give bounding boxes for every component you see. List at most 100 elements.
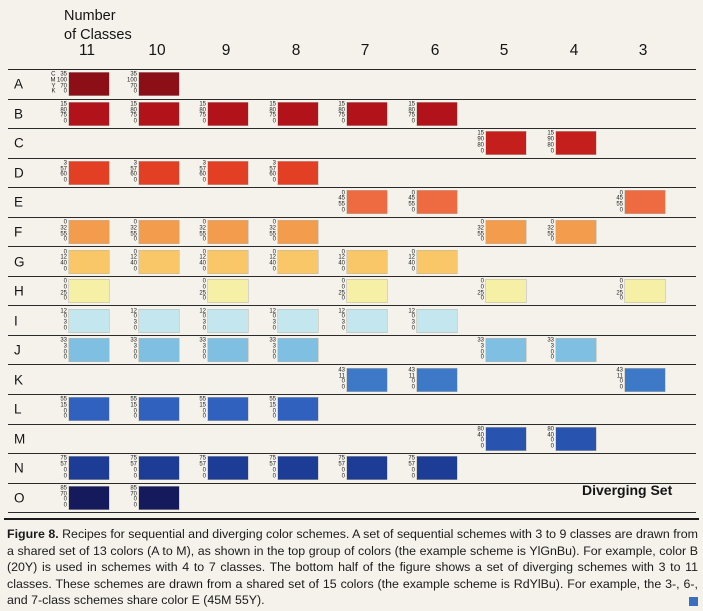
cmyk-values-N-9: 75 57 0 0 bbox=[199, 455, 206, 480]
recipe-cell-D-11: 3 57 60 0 bbox=[9, 160, 109, 185]
cmyk-values-C-4: 15 90 80 0 bbox=[547, 130, 554, 155]
recipe-cell-F-4: 0 32 55 0 bbox=[496, 219, 596, 244]
color-swatch-C-5 bbox=[486, 131, 526, 155]
scheme-row-F: F 0 32 55 0 0 32 55 0 0 32 55 0 0 32 55 0 0 32 55 0 0 32 55 0 bbox=[8, 218, 696, 248]
color-swatch-J-9 bbox=[208, 338, 248, 362]
cmyk-values-I-9: 12 0 3 0 bbox=[199, 308, 206, 332]
row-label-J: J bbox=[14, 342, 21, 358]
color-swatch-J-4 bbox=[556, 338, 596, 362]
row-label-H: H bbox=[14, 283, 24, 299]
cmyk-values-D-11: 3 57 60 0 bbox=[60, 160, 67, 184]
cmyk-values-N-7: 75 57 0 0 bbox=[338, 455, 345, 480]
cmyk-values-E-6: 0 45 55 0 bbox=[408, 190, 415, 214]
recipe-cell-H-5: 0 0 25 0 bbox=[426, 279, 526, 303]
recipe-cell-N-9: 75 57 0 0 bbox=[148, 455, 248, 480]
color-swatch-A-11 bbox=[69, 72, 109, 96]
color-swatch-H-3 bbox=[625, 279, 665, 303]
recipe-cell-H-3: 0 0 25 0 bbox=[565, 279, 665, 303]
header-rule bbox=[8, 69, 696, 70]
row-label-D: D bbox=[14, 165, 24, 181]
row-label-G: G bbox=[14, 254, 25, 270]
cmyk-values-G-9: 0 12 40 0 bbox=[199, 249, 206, 273]
column-header-7: 7 bbox=[360, 42, 370, 59]
color-swatch-L-8 bbox=[278, 397, 318, 421]
recipe-cell-M-5: 80 40 0 0 bbox=[426, 426, 526, 451]
cmyk-values-K-3: 43 11 0 0 bbox=[616, 367, 623, 391]
scheme-row-L: L 55 15 0 0 55 15 0 0 55 15 0 0 55 15 0 0 bbox=[8, 395, 696, 425]
color-swatch-F-11 bbox=[69, 220, 109, 244]
cmyk-values-G-7: 0 12 40 0 bbox=[338, 249, 345, 273]
color-swatch-B-7 bbox=[347, 102, 387, 126]
cmyk-values-L-9: 55 15 0 0 bbox=[199, 396, 206, 420]
color-swatch-I-8 bbox=[278, 309, 318, 333]
scheme-row-H: H 0 0 25 0 0 0 25 0 0 0 25 0 0 0 25 0 0 0 25 0 bbox=[8, 277, 696, 307]
recipe-cell-G-6: 0 12 40 0 bbox=[357, 249, 457, 274]
column-header-4: 4 bbox=[569, 42, 579, 59]
recipe-cell-C-4: 15 90 80 0 bbox=[496, 130, 596, 155]
recipe-cell-L-10: 55 15 0 0 bbox=[79, 397, 179, 421]
figure-8-recipes: Number of Classes 11 10 9 8 7 6 5 4 3 A C M Y K 35 100… bbox=[6, 4, 698, 516]
scheme-row-D: D 3 57 60 0 3 57 60 0 3 57 60 0 3 57 60 0 bbox=[8, 159, 696, 189]
cmyk-values-J-8: 33 3 0 0 bbox=[269, 337, 276, 361]
scheme-row-A: A C M Y K 35 100 70 0 35 100 70 0 bbox=[8, 70, 696, 100]
cmyk-values-B-6: 15 80 75 0 bbox=[408, 101, 415, 125]
scheme-row-O: O 85 70 0 0 85 70 0 0 bbox=[8, 484, 696, 514]
color-swatch-B-11 bbox=[69, 102, 109, 126]
scheme-row-G: G 0 12 40 0 0 12 40 0 0 12 40 0 0 12 40 0 0 12 40 0 0 12 40 0 bbox=[8, 247, 696, 277]
cmyk-values-I-8: 12 0 3 0 bbox=[269, 308, 276, 332]
cmyk-values-N-10: 75 57 0 0 bbox=[130, 455, 137, 480]
recipe-cell-G-10: 0 12 40 0 bbox=[79, 249, 179, 274]
column-header-8: 8 bbox=[291, 42, 301, 59]
cmyk-values-I-10: 12 0 3 0 bbox=[130, 308, 137, 332]
color-swatch-N-11 bbox=[69, 456, 109, 480]
cmyk-values-B-7: 15 80 75 0 bbox=[338, 101, 345, 125]
cmyk-values-I-11: 12 0 3 0 bbox=[60, 308, 67, 332]
color-swatch-G-9 bbox=[208, 250, 248, 274]
recipe-cell-O-10: 85 70 0 0 bbox=[79, 486, 179, 510]
recipe-cell-J-5: 33 3 0 0 bbox=[426, 338, 526, 362]
color-swatch-L-11 bbox=[69, 397, 109, 421]
cmyk-values-M-5: 80 40 0 0 bbox=[477, 426, 484, 450]
recipe-cell-J-8: 33 3 0 0 bbox=[218, 337, 318, 362]
scheme-row-N: N 75 57 0 0 75 57 0 0 75 57 0 0 75 57 0 0 75 57 0 0 75 57 0 0 bbox=[8, 454, 696, 484]
cmyk-values-N-11: 75 57 0 0 bbox=[60, 455, 67, 480]
color-swatch-I-6 bbox=[417, 309, 457, 333]
color-swatch-N-8 bbox=[278, 456, 318, 480]
recipe-cell-G-8: 0 12 40 0 bbox=[218, 249, 318, 274]
recipe-cell-F-11: 0 32 55 0 bbox=[9, 220, 109, 244]
color-swatch-K-6 bbox=[417, 368, 457, 392]
color-swatch-G-10 bbox=[139, 250, 179, 274]
recipe-cell-D-8: 3 57 60 0 bbox=[218, 161, 318, 185]
recipe-cell-K-3: 43 11 0 0 bbox=[565, 367, 665, 392]
cmyk-values-J-9: 33 3 0 0 bbox=[199, 337, 206, 361]
cmyk-values-A-10: 35 100 70 0 bbox=[126, 71, 137, 95]
row-label-I: I bbox=[14, 313, 18, 329]
cmyk-values-B-10: 15 80 75 0 bbox=[130, 101, 137, 125]
color-swatch-H-9 bbox=[208, 279, 248, 303]
scheme-row-C: C 15 90 80 0 15 90 80 0 bbox=[8, 129, 696, 159]
color-swatch-K-3 bbox=[625, 368, 665, 392]
color-swatch-I-7 bbox=[347, 309, 387, 333]
cmyk-values-N-6: 75 57 0 0 bbox=[408, 455, 415, 480]
cmyk-values-F-10: 0 32 55 0 bbox=[130, 219, 137, 243]
cmyk-values-F-4: 0 32 55 0 bbox=[547, 219, 554, 243]
scheme-row-M: M 80 40 0 0 80 40 0 0 bbox=[8, 425, 696, 455]
color-swatch-D-8 bbox=[278, 161, 318, 185]
recipe-cell-H-9: 0 0 25 0 bbox=[148, 278, 248, 303]
cmyk-values-K-6: 43 11 0 0 bbox=[408, 367, 415, 391]
figure-caption-text: Recipes for sequential and diverging col… bbox=[7, 527, 698, 608]
color-swatch-F-9 bbox=[208, 220, 248, 244]
recipe-cell-E-3: 0 45 55 0 bbox=[565, 190, 665, 214]
column-header-3: 3 bbox=[638, 42, 648, 59]
color-swatch-H-5 bbox=[486, 279, 526, 303]
cmyk-values-A-11: 35 100 70 0 bbox=[56, 71, 67, 95]
color-swatch-O-10 bbox=[139, 486, 179, 510]
recipe-cell-G-9: 0 12 40 0 bbox=[148, 249, 248, 274]
recipe-cell-O-11: 85 70 0 0 bbox=[9, 486, 109, 510]
cmyk-values-I-6: 12 0 3 0 bbox=[408, 308, 415, 332]
column-headers: 11 10 9 8 7 6 5 4 3 bbox=[6, 42, 698, 64]
cmyk-values-H-9: 0 0 25 0 bbox=[199, 278, 206, 302]
recipe-cell-F-9: 0 32 55 0 bbox=[148, 220, 248, 244]
color-swatch-J-11 bbox=[69, 338, 109, 362]
scheme-row-I: I 12 0 3 0 12 0 3 0 12 0 3 0 12 0 3 0 12 0 3 0 12 0 3 0 bbox=[8, 306, 696, 336]
